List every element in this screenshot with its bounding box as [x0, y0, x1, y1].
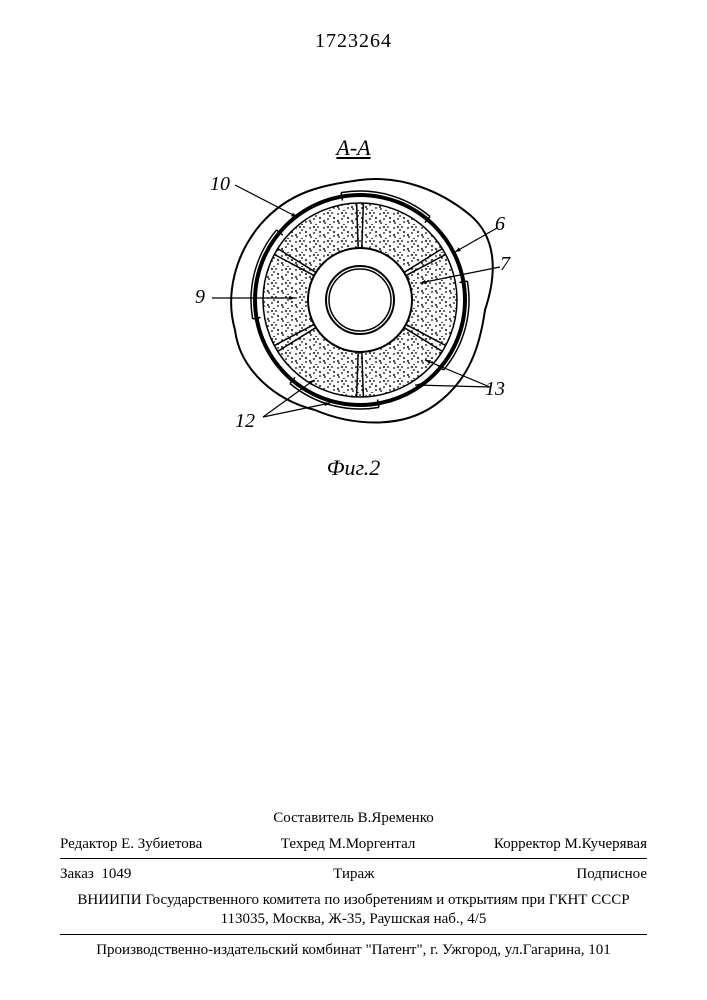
print-run-label: Тираж: [333, 865, 374, 885]
order-label: Заказ: [60, 866, 94, 882]
corrector-name: М.Кучерявая: [564, 836, 647, 852]
compiler-name: В.Яременко: [358, 810, 434, 826]
compiler-line: Составитель В.Яременко: [60, 809, 647, 829]
corrector-cell: Корректор М.Кучерявая: [494, 835, 647, 855]
divider-2: [60, 934, 647, 935]
techred-name: М.Моргентал: [329, 836, 416, 852]
order-row: Заказ 1049 Тираж Подписное: [60, 865, 647, 885]
address-line: 113035, Москва, Ж-35, Раушская наб., 4/5: [60, 910, 647, 930]
credits-block: Составитель В.Яременко Редактор Е. Зубие…: [60, 803, 647, 960]
institute-line: ВНИИПИ Государственного комитета по изоб…: [60, 891, 647, 911]
staff-row: Редактор Е. Зубиетова Техред М.Моргентал…: [60, 835, 647, 855]
annulus-in: [308, 248, 412, 352]
patent-page: 1723264 А-А 109671213 Фиг.2 Составитель …: [0, 0, 707, 1000]
techred-cell: Техред М.Моргентал: [281, 835, 416, 855]
document-number: 1723264: [0, 30, 707, 53]
callout-10: 10: [210, 173, 230, 195]
editor-label: Редактор: [60, 836, 117, 852]
techred-label: Техред: [281, 836, 325, 852]
figure-caption: Фиг.2: [0, 455, 707, 481]
order-cell: Заказ 1049: [60, 865, 131, 885]
subscription-label: Подписное: [576, 865, 647, 885]
figure-2: 10 9 6 7 12 13: [140, 155, 570, 445]
editor-cell: Редактор Е. Зубиетова: [60, 835, 202, 855]
divider-1: [60, 858, 647, 859]
order-number: 1049: [101, 866, 131, 882]
editor-name: Е. Зубиетова: [121, 836, 202, 852]
printer-line: Производственно-издательский комбинат "П…: [60, 941, 647, 961]
corrector-label: Корректор: [494, 836, 561, 852]
compiler-label: Составитель: [273, 810, 354, 826]
callout-6: 6: [495, 213, 505, 235]
callout-12: 12: [235, 410, 255, 432]
callout-13: 13: [485, 378, 505, 400]
callout-9: 9: [195, 286, 205, 308]
figure-svg: 10 9 6 7 12 13: [140, 155, 570, 445]
callout-7: 7: [500, 253, 511, 275]
